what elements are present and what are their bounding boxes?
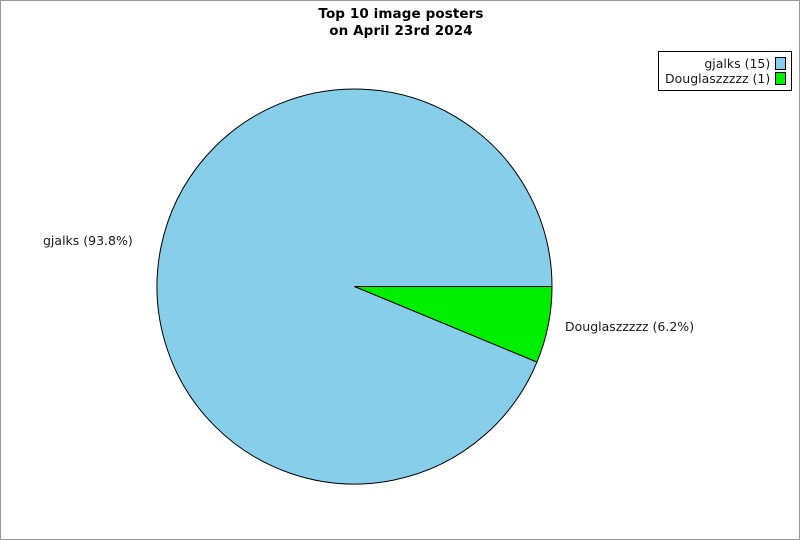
pie-slice-label-douglaszzzzz: Douglaszzzzz (6.2%) (565, 319, 695, 334)
legend-color-swatch (775, 72, 787, 85)
chart-legend: gjalks (15) Douglaszzzzz (1) (658, 51, 793, 91)
legend-item-label: gjalks (15) (704, 56, 771, 71)
legend-item-label: Douglaszzzzz (1) (665, 71, 771, 86)
legend-color-swatch (775, 57, 787, 70)
legend-item-gjalks[interactable]: gjalks (15) (665, 56, 787, 71)
legend-item-douglaszzzzz[interactable]: Douglaszzzzz (1) (665, 71, 787, 86)
chart-title: Top 10 image posters on April 23rd 2024 (1, 6, 799, 40)
pie-svg (156, 88, 553, 485)
pie-slice-douglaszzzzz[interactable] (354, 286, 553, 363)
chart-title-line-2: on April 23rd 2024 (329, 23, 473, 39)
pie-slice-label-gjalks: gjalks (93.8%) (43, 233, 133, 248)
chart-title-line-1: Top 10 image posters (318, 6, 484, 22)
pie-figure (156, 88, 553, 485)
